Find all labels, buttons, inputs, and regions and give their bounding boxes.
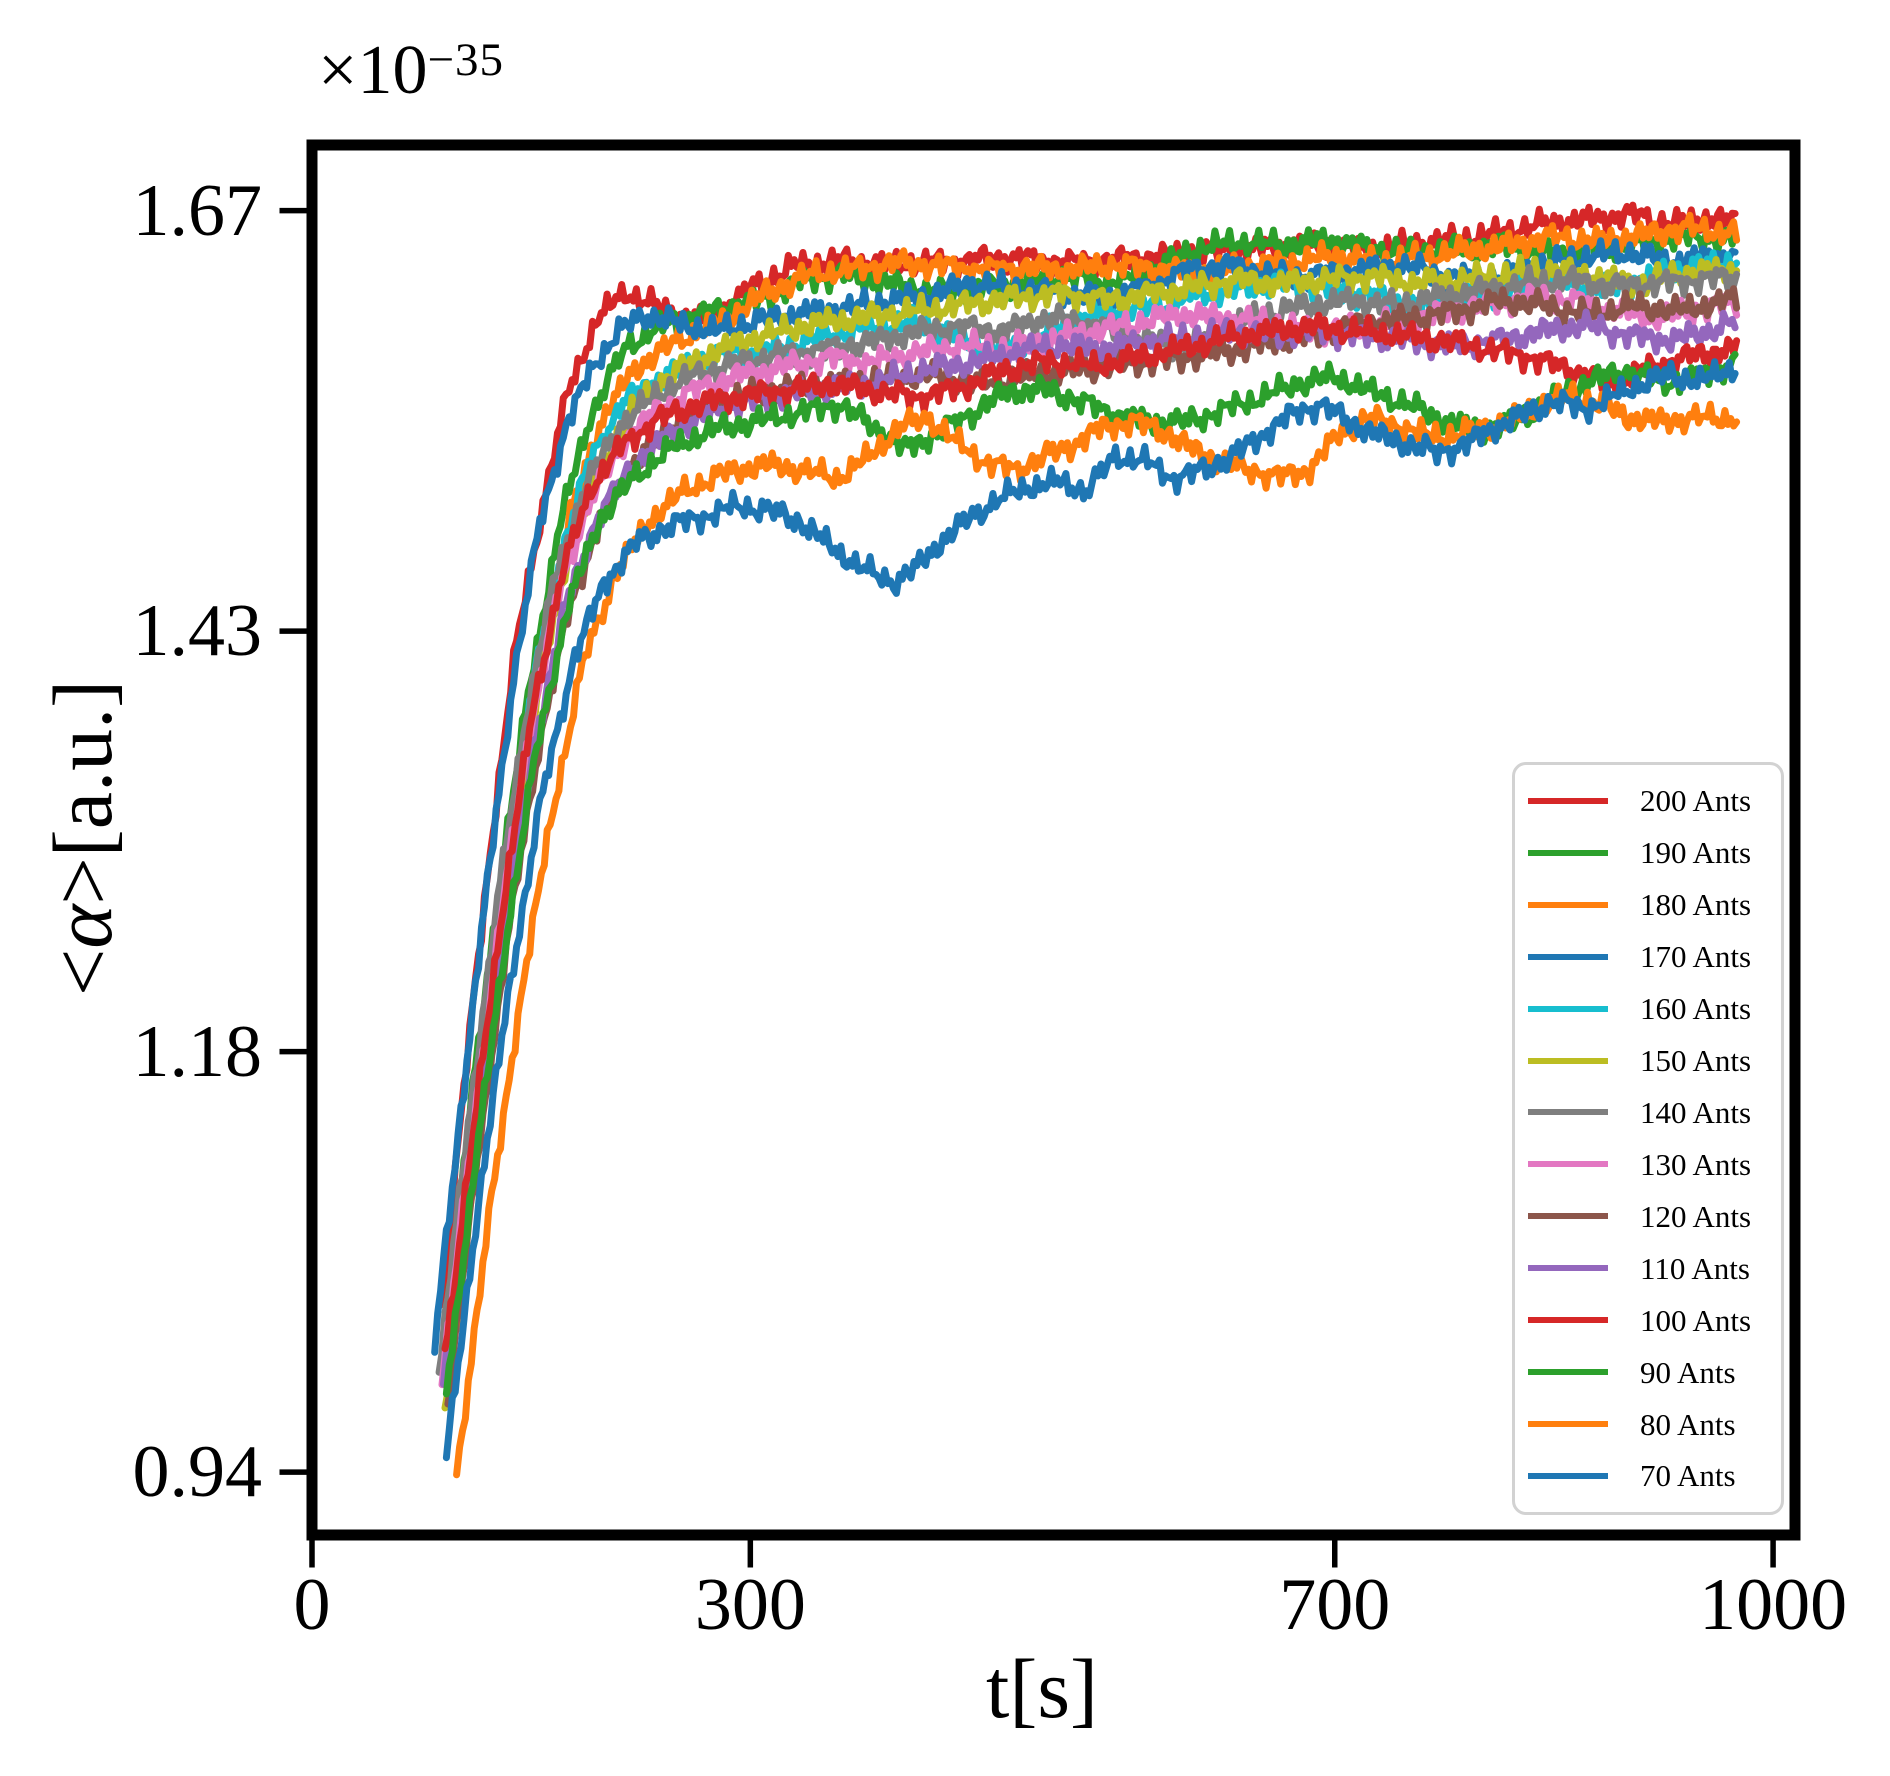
- legend-line-sample: [1528, 1109, 1608, 1116]
- legend-item: 90 Ants: [1515, 1347, 1781, 1397]
- series-line-150-ants: [441, 253, 1741, 1412]
- legend-item: 100 Ants: [1515, 1295, 1781, 1345]
- legend-label: 180 Ants: [1640, 887, 1752, 923]
- series-line-70-ants: [442, 358, 1739, 1462]
- legend-label: 200 Ants: [1640, 783, 1752, 819]
- x-tick-label: 700: [1279, 1564, 1391, 1646]
- legend-label: 160 Ants: [1640, 991, 1752, 1027]
- x-tick-label: 0: [293, 1564, 331, 1646]
- legend-item: 120 Ants: [1515, 1191, 1781, 1241]
- legend-label: 80 Ants: [1640, 1406, 1736, 1442]
- legend-item: 70 Ants: [1515, 1451, 1781, 1501]
- legend-item: 190 Ants: [1515, 828, 1781, 878]
- y-tick-label: 0.94: [132, 1431, 263, 1514]
- legend-label: 120 Ants: [1640, 1198, 1752, 1234]
- legend-line-sample: [1528, 1057, 1608, 1064]
- y-axis-offset-text: ×10−35: [318, 36, 504, 106]
- legend-line-sample: [1528, 901, 1608, 908]
- legend-item: 130 Ants: [1515, 1139, 1781, 1189]
- legend-label: 140 Ants: [1640, 1094, 1752, 1130]
- legend-item: 180 Ants: [1515, 880, 1781, 930]
- legend-label: 190 Ants: [1640, 835, 1752, 871]
- legend-line-sample: [1528, 1265, 1608, 1272]
- legend-label: 100 Ants: [1640, 1302, 1752, 1338]
- offset-exponent: −35: [427, 34, 504, 86]
- legend-item: 170 Ants: [1515, 932, 1781, 982]
- legend-line-sample: [1528, 1472, 1608, 1479]
- legend-label: 90 Ants: [1640, 1354, 1736, 1390]
- series-line-180-ants: [453, 211, 1741, 1334]
- legend-line-sample: [1528, 849, 1608, 856]
- series-line-100-ants: [441, 311, 1741, 1353]
- y-tick-label: 1.18: [132, 1010, 263, 1093]
- legend-line-sample: [1528, 1369, 1608, 1376]
- series-line-110-ants: [440, 308, 1739, 1388]
- legend-item: 200 Ants: [1515, 776, 1781, 826]
- y-tick-label: 1.67: [132, 169, 263, 252]
- legend-label: 130 Ants: [1640, 1146, 1752, 1182]
- legend: 200 Ants 190 Ants 180 Ants 170 Ants 160 Ants…: [1512, 762, 1784, 1515]
- legend-label: 150 Ants: [1640, 1043, 1752, 1079]
- y-axis-label: <α>[a.u.]: [37, 679, 130, 997]
- legend-label: 110 Ants: [1640, 1250, 1750, 1286]
- offset-mantissa: ×10: [318, 32, 428, 109]
- legend-label: 170 Ants: [1640, 939, 1752, 975]
- legend-line-sample: [1528, 1421, 1608, 1428]
- legend-item: 150 Ants: [1515, 1036, 1781, 1086]
- x-tick-label: 1000: [1699, 1564, 1848, 1646]
- legend-line-sample: [1528, 1161, 1608, 1168]
- legend-line-sample: [1528, 797, 1608, 804]
- axes-frame: [306, 139, 1801, 1541]
- x-tick-label: 300: [694, 1564, 806, 1646]
- legend-label: 70 Ants: [1640, 1458, 1736, 1494]
- legend-item: 140 Ants: [1515, 1087, 1781, 1137]
- legend-line-sample: [1528, 1213, 1608, 1220]
- y-tick-label: 1.43: [132, 590, 263, 673]
- legend-item: 80 Ants: [1515, 1399, 1781, 1449]
- legend-line-sample: [1528, 953, 1608, 960]
- legend-item: 110 Ants: [1515, 1243, 1781, 1293]
- legend-line-sample: [1528, 1317, 1608, 1324]
- legend-item: 160 Ants: [1515, 984, 1781, 1034]
- legend-line-sample: [1528, 1005, 1608, 1012]
- series-line-140-ants: [435, 264, 1741, 1376]
- x-axis-label: t[s]: [986, 1643, 1098, 1736]
